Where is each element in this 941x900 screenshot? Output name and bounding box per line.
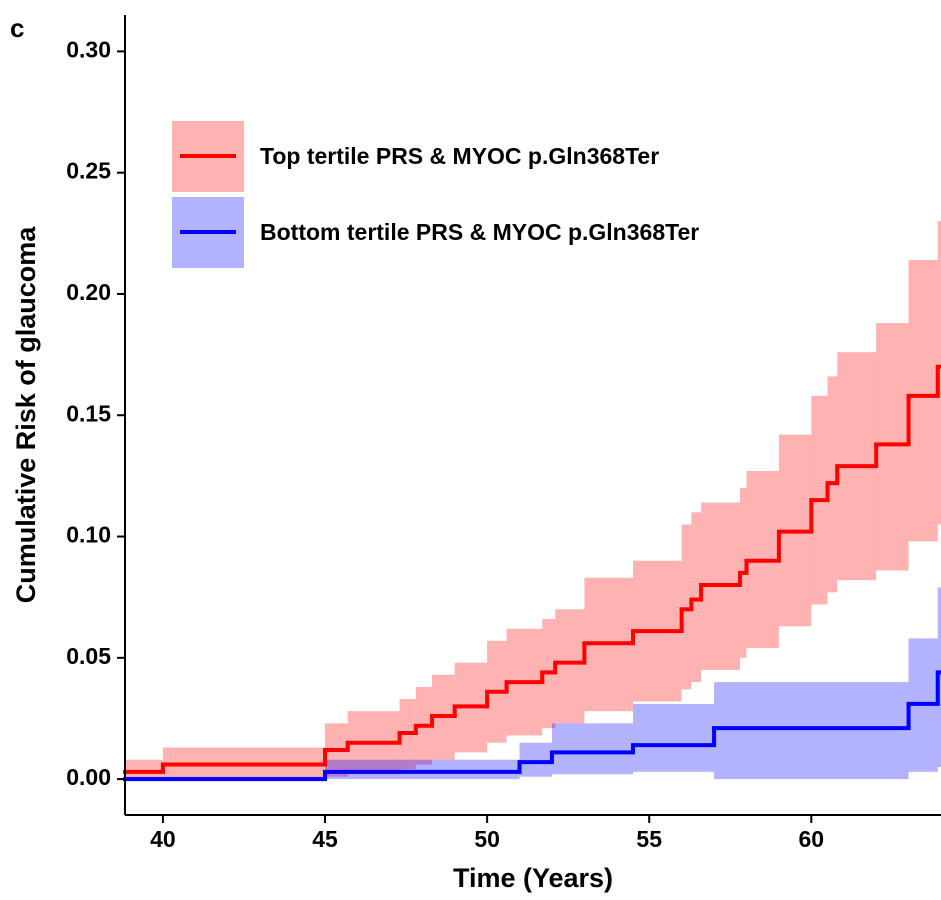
- y-tick-label: 0.25: [66, 158, 111, 184]
- confidence-band: [551, 723, 634, 775]
- legend-label: Bottom tertile PRS & MYOC p.Gln368Ter: [260, 219, 699, 245]
- x-tick-label: 50: [474, 826, 500, 852]
- y-tick-label: 0.30: [66, 36, 111, 62]
- y-axis-title: Cumulative Risk of glaucoma: [11, 226, 41, 604]
- x-tick-label: 40: [150, 826, 176, 852]
- x-tick-label: 45: [312, 826, 338, 852]
- confidence-band: [908, 259, 938, 542]
- y-tick-label: 0.00: [66, 764, 111, 790]
- confidence-band: [325, 759, 520, 780]
- y-tick-label: 0.05: [66, 643, 111, 669]
- confidence-band: [125, 759, 163, 780]
- confidence-band: [633, 703, 715, 772]
- legend-label: Top tertile PRS & MYOC p.Gln368Ter: [260, 143, 659, 169]
- y-tick-label: 0.10: [66, 522, 111, 548]
- confidence-band: [555, 609, 585, 724]
- panel-label: c: [10, 13, 24, 43]
- confidence-band: [714, 682, 909, 780]
- y-tick-label: 0.15: [66, 400, 111, 426]
- confidence-band: [519, 742, 552, 777]
- confidence-band: [691, 512, 702, 683]
- confidence-band: [876, 323, 909, 571]
- x-axis-title: Time (Years): [453, 863, 613, 893]
- x-tick-label: 55: [636, 826, 662, 852]
- y-tick-label: 0.20: [66, 279, 111, 305]
- x-tick-label: 60: [799, 826, 825, 852]
- confidence-band: [681, 524, 692, 690]
